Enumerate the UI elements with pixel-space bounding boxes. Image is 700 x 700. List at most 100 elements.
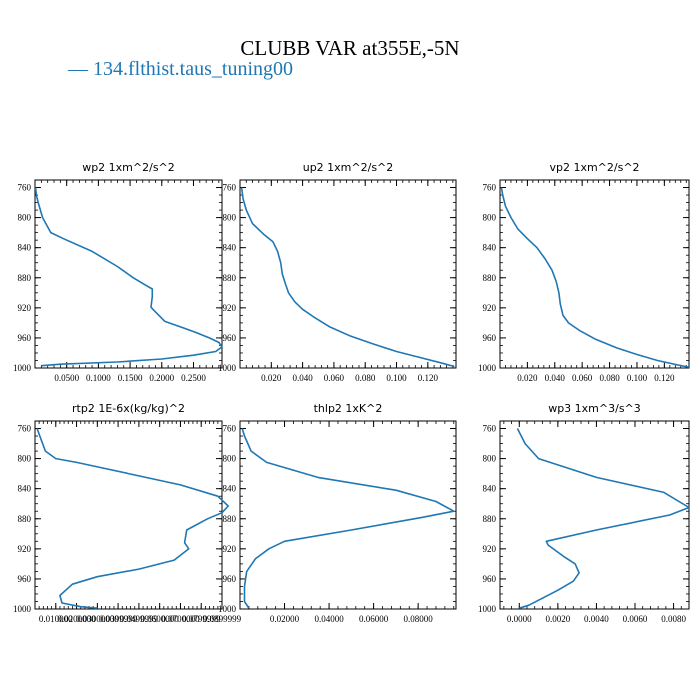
subplot-title: rtp2 1E-6x(kg/kg)^2 bbox=[72, 402, 185, 415]
plot-frame bbox=[239, 420, 457, 610]
x-tick-label: 0.0399999 bbox=[99, 614, 138, 624]
y-tick-label: 840 bbox=[223, 484, 237, 494]
x-tick-label: 0.1000 bbox=[86, 373, 111, 383]
x-tick-label: 0.020 bbox=[517, 373, 538, 383]
legend-line-icon: — bbox=[68, 58, 93, 80]
x-tick-label: 0.100 bbox=[386, 373, 407, 383]
y-tick-label: 960 bbox=[18, 574, 32, 584]
plot-frame bbox=[34, 420, 223, 610]
x-tick-label: 0.04000 bbox=[314, 614, 344, 624]
subplot-title: up2 1xm^2/s^2 bbox=[303, 161, 394, 174]
x-tick-label: 0.120 bbox=[418, 373, 439, 383]
y-tick-label: 880 bbox=[18, 273, 32, 283]
x-tick-label: 0.080 bbox=[355, 373, 376, 383]
y-tick-label: 1000 bbox=[218, 604, 237, 614]
legend-entry: — 134.flthist.taus_tuning00 bbox=[68, 58, 293, 81]
plot-frame bbox=[499, 420, 690, 610]
x-tick-label: 0.06000 bbox=[359, 614, 389, 624]
y-tick-label: 760 bbox=[483, 424, 497, 434]
series-line bbox=[34, 187, 223, 367]
x-tick-label: 0.1500 bbox=[118, 373, 143, 383]
x-tick-label: 0.0080 bbox=[661, 614, 686, 624]
y-tick-label: 880 bbox=[483, 273, 497, 283]
y-tick-label: 960 bbox=[223, 574, 237, 584]
y-tick-label: 920 bbox=[18, 303, 32, 313]
x-tick-label: 0.2500 bbox=[181, 373, 206, 383]
y-tick-label: 1000 bbox=[218, 363, 237, 373]
y-tick-label: 920 bbox=[223, 544, 237, 554]
y-tick-label: 880 bbox=[223, 514, 237, 524]
x-tick-label: 0.040 bbox=[292, 373, 313, 383]
y-tick-label: 960 bbox=[223, 333, 237, 343]
y-tick-label: 920 bbox=[483, 544, 497, 554]
y-tick-label: 1000 bbox=[478, 363, 497, 373]
y-tick-label: 960 bbox=[483, 574, 497, 584]
plot-frame bbox=[34, 179, 223, 369]
legend-label: 134.flthist.taus_tuning00 bbox=[93, 58, 293, 80]
series-line bbox=[241, 428, 455, 609]
series-line bbox=[36, 428, 229, 609]
y-tick-label: 920 bbox=[223, 303, 237, 313]
y-tick-label: 760 bbox=[18, 424, 32, 434]
subplot-2: up2 1xm^2/s^2 760 800 840 880 920 960 1000 0.020… bbox=[218, 161, 457, 383]
subplot-title: thlp2 1xK^2 bbox=[314, 402, 383, 415]
y-tick-label: 960 bbox=[483, 333, 497, 343]
x-tick-label: 0.0799999 bbox=[182, 614, 221, 624]
subplot-title: wp3 1xm^3/s^3 bbox=[548, 402, 641, 415]
x-tick-label: 0.02000 bbox=[270, 614, 300, 624]
subplot-title: wp2 1xm^2/s^2 bbox=[82, 161, 175, 174]
x-tick-label: 0.040 bbox=[545, 373, 566, 383]
y-tick-label: 1000 bbox=[13, 604, 32, 614]
y-tick-label: 800 bbox=[223, 213, 237, 223]
x-tick-label: 0.120 bbox=[654, 373, 675, 383]
series-line bbox=[240, 187, 455, 368]
plot-frame bbox=[239, 179, 457, 369]
subplot-3: vp2 1xm^2/s^2 760 800 840 880 920 960 1000 0.020… bbox=[478, 161, 690, 383]
x-tick-label: 0.0200000 bbox=[57, 614, 96, 624]
y-tick-label: 800 bbox=[223, 454, 237, 464]
y-tick-label: 880 bbox=[223, 273, 237, 283]
x-tick-label: 0.0060 bbox=[623, 614, 648, 624]
y-tick-label: 880 bbox=[18, 514, 32, 524]
y-tick-label: 920 bbox=[18, 544, 32, 554]
x-tick-label: 0.060 bbox=[572, 373, 593, 383]
x-tick-label: 0.010000 bbox=[39, 614, 73, 624]
plot-frame bbox=[499, 179, 690, 369]
y-tick-label: 920 bbox=[483, 303, 497, 313]
x-tick-label: 0.03000000 bbox=[76, 614, 119, 624]
y-tick-label: 840 bbox=[483, 243, 497, 253]
x-tick-label: 0.08000 bbox=[404, 614, 434, 624]
y-tick-label: 800 bbox=[18, 454, 32, 464]
x-tick-label: 0.0500 bbox=[54, 373, 79, 383]
x-tick-label: 0.0899999 bbox=[203, 614, 242, 624]
y-tick-label: 880 bbox=[483, 514, 497, 524]
y-tick-label: 800 bbox=[483, 213, 497, 223]
y-tick-label: 960 bbox=[18, 333, 32, 343]
subplot-4: rtp2 1E-6x(kg/kg)^2 760 800 840 880 920 960 100… bbox=[13, 402, 242, 624]
x-tick-label: 0.100 bbox=[627, 373, 648, 383]
y-tick-label: 1000 bbox=[13, 363, 32, 373]
y-tick-label: 840 bbox=[18, 243, 32, 253]
y-tick-label: 1000 bbox=[478, 604, 497, 614]
x-tick-label: 0.0040 bbox=[584, 614, 609, 624]
subplot-6: wp3 1xm^3/s^3 760 800 840 880 920 960 1000 0.000… bbox=[478, 402, 690, 624]
y-tick-label: 840 bbox=[18, 484, 32, 494]
y-tick-label: 760 bbox=[18, 183, 32, 193]
y-tick-label: 760 bbox=[483, 183, 497, 193]
x-tick-label: 0.080 bbox=[599, 373, 620, 383]
series-line bbox=[500, 187, 690, 368]
subplot-title: vp2 1xm^2/s^2 bbox=[549, 161, 639, 174]
x-tick-label: 0.0020 bbox=[545, 614, 570, 624]
y-tick-label: 800 bbox=[18, 213, 32, 223]
x-tick-label: 0.0499999 bbox=[120, 614, 159, 624]
y-tick-label: 840 bbox=[483, 484, 497, 494]
y-tick-label: 840 bbox=[223, 243, 237, 253]
y-tick-label: 760 bbox=[223, 424, 237, 434]
x-tick-label: 0.0600000 bbox=[141, 614, 180, 624]
series-line bbox=[516, 428, 690, 609]
x-tick-label: 0.020 bbox=[261, 373, 282, 383]
subplot-5: thlp2 1xK^2 760 800 840 880 920 960 1000 0.02000… bbox=[218, 402, 457, 624]
x-tick-label: 0.0000 bbox=[507, 614, 532, 624]
figure-title: CLUBB VAR at355E,-5N bbox=[240, 36, 460, 60]
